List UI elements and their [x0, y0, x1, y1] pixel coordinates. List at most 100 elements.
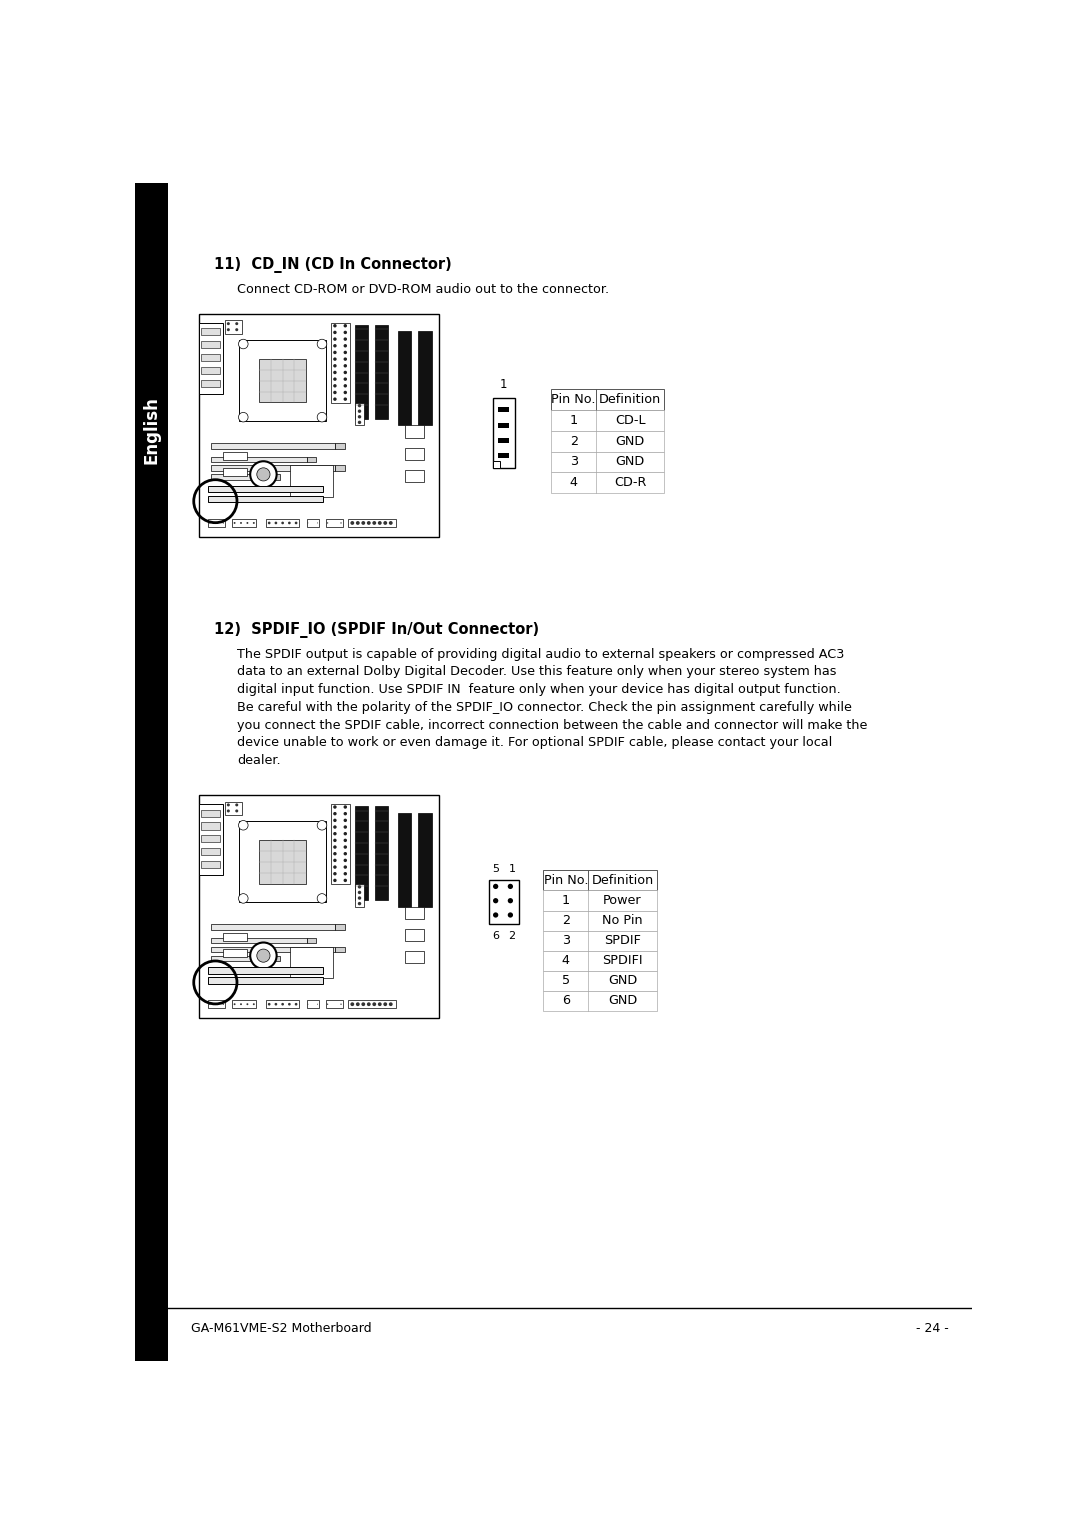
Circle shape	[389, 521, 393, 524]
Text: 4: 4	[562, 954, 570, 966]
Circle shape	[257, 468, 270, 482]
Circle shape	[357, 404, 361, 407]
Circle shape	[343, 865, 347, 868]
Bar	[326, 518, 342, 528]
Text: GND: GND	[616, 456, 645, 468]
Circle shape	[508, 884, 513, 888]
Bar	[551, 390, 664, 410]
Bar	[551, 410, 664, 431]
Text: Definition: Definition	[599, 393, 661, 407]
Circle shape	[334, 879, 337, 882]
Bar	[271, 956, 280, 962]
Circle shape	[239, 413, 248, 422]
Bar	[239, 339, 326, 422]
Circle shape	[383, 1003, 388, 1006]
Circle shape	[334, 812, 337, 815]
Text: 2: 2	[509, 931, 516, 940]
Bar	[249, 349, 316, 411]
Bar	[330, 804, 350, 884]
Bar	[208, 495, 324, 503]
Circle shape	[281, 521, 284, 524]
Circle shape	[235, 329, 239, 332]
Text: SPDIFI: SPDIFI	[603, 954, 643, 966]
Circle shape	[334, 378, 337, 381]
Bar	[211, 956, 271, 962]
Bar	[211, 465, 336, 471]
Circle shape	[389, 1003, 393, 1006]
Bar	[405, 928, 424, 942]
Bar	[326, 1000, 342, 1008]
Text: 11)  CD_IN (CD In Connector): 11) CD_IN (CD In Connector)	[214, 257, 451, 272]
Circle shape	[288, 521, 291, 524]
Text: GND: GND	[616, 434, 645, 448]
Bar	[208, 977, 324, 983]
Circle shape	[274, 521, 278, 524]
Circle shape	[357, 410, 361, 413]
Circle shape	[334, 384, 337, 387]
Circle shape	[334, 826, 337, 829]
Circle shape	[334, 865, 337, 868]
Circle shape	[233, 521, 235, 524]
Bar	[489, 879, 518, 925]
Circle shape	[343, 832, 347, 835]
Bar	[249, 830, 316, 893]
Bar	[336, 946, 346, 953]
Circle shape	[268, 1003, 270, 1006]
Bar	[543, 971, 657, 991]
Bar	[375, 806, 389, 899]
Bar	[222, 933, 246, 942]
Bar	[208, 1000, 225, 1008]
Circle shape	[334, 370, 337, 375]
Bar	[211, 443, 336, 448]
Text: Pin No.: Pin No.	[552, 393, 596, 407]
Circle shape	[334, 358, 337, 361]
Bar	[201, 341, 220, 349]
Text: digital input function. Use SPDIF IN  feature only when your device has digital : digital input function. Use SPDIF IN fea…	[238, 683, 841, 696]
Circle shape	[235, 803, 239, 806]
Bar	[307, 1000, 319, 1008]
Circle shape	[334, 364, 337, 367]
Circle shape	[295, 521, 297, 524]
Bar	[211, 474, 271, 480]
Circle shape	[357, 885, 361, 888]
Bar	[336, 465, 346, 471]
Circle shape	[227, 323, 230, 326]
Bar	[211, 946, 336, 953]
Text: 5: 5	[562, 974, 570, 988]
Bar	[405, 448, 424, 460]
Text: CD-R: CD-R	[615, 476, 647, 489]
Circle shape	[492, 913, 498, 917]
Circle shape	[350, 1003, 354, 1006]
Circle shape	[378, 1003, 381, 1006]
Bar	[354, 884, 364, 907]
Text: 1: 1	[509, 864, 515, 873]
Text: Power: Power	[603, 894, 642, 907]
Circle shape	[233, 1003, 235, 1005]
Bar	[405, 907, 424, 919]
Circle shape	[343, 826, 347, 829]
Bar	[543, 991, 657, 1011]
Circle shape	[295, 1003, 297, 1006]
Text: dealer.: dealer.	[238, 754, 281, 768]
Bar	[225, 801, 242, 815]
Text: you connect the SPDIF cable, incorrect connection between the cable and connecto: you connect the SPDIF cable, incorrect c…	[238, 719, 867, 732]
Circle shape	[343, 370, 347, 375]
Text: 5: 5	[492, 864, 499, 873]
Text: data to an external Dolby Digital Decoder. Use this feature only when your stere: data to an external Dolby Digital Decode…	[238, 665, 837, 679]
Circle shape	[343, 812, 347, 815]
Bar	[354, 806, 368, 899]
Text: 1: 1	[562, 894, 570, 907]
Bar	[543, 931, 657, 951]
Bar	[199, 795, 438, 1018]
Text: Be careful with the polarity of the SPDIF_IO connector. Check the pin assignment: Be careful with the polarity of the SPDI…	[238, 700, 852, 714]
Bar	[499, 407, 510, 413]
Bar	[405, 951, 424, 963]
Bar	[201, 329, 220, 335]
Bar	[208, 518, 225, 528]
Bar	[211, 925, 336, 930]
Circle shape	[318, 893, 327, 904]
Circle shape	[373, 1003, 376, 1006]
Circle shape	[240, 1003, 242, 1005]
Bar	[199, 313, 438, 537]
Text: - 24 -: - 24 -	[916, 1323, 948, 1335]
